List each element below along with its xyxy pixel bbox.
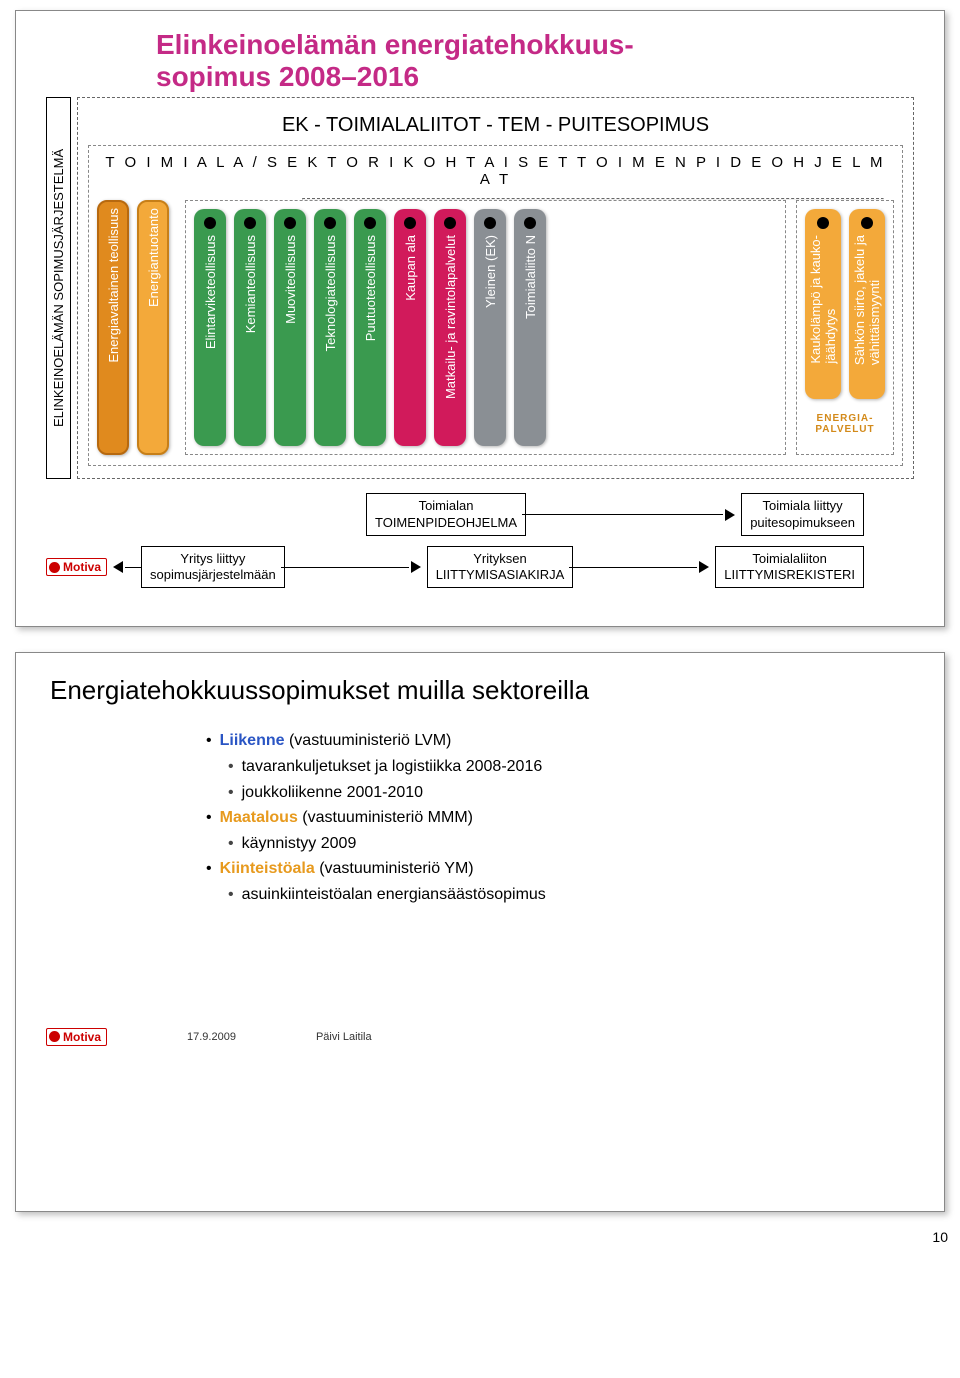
sector-bar-label: Muoviteollisuus bbox=[283, 235, 298, 324]
arrow-left-icon bbox=[113, 561, 123, 573]
sector-bar: Kemianteollisuus bbox=[234, 209, 266, 446]
sector-bar-label: Toimialaliitto N bbox=[523, 235, 538, 319]
connector-dot-icon bbox=[324, 217, 336, 229]
sector-bar-label: Teknologiateollisuus bbox=[323, 235, 338, 351]
arrow-right-icon bbox=[725, 509, 735, 521]
sector-bar-label: Kemianteollisuus bbox=[243, 235, 258, 333]
sector-bar: Toimialaliitto N bbox=[514, 209, 546, 446]
slide1-title: Elinkeinoelämän energiatehokkuus- sopimu… bbox=[156, 29, 914, 93]
page-number: 10 bbox=[932, 1229, 948, 1245]
flow-toimialan-ohjelma: ToimialanTOIMENPIDEOHJELMA bbox=[366, 493, 526, 536]
sector-bar-label: Energiantuotanto bbox=[146, 208, 161, 307]
sub-bullet-item: käynnistyy 2009 bbox=[228, 831, 914, 857]
sector-bar-label: Matkailu- ja ravintolapalvelut bbox=[443, 235, 458, 399]
sector-bar: Sähkön siirto, jakelu javähittäismyynti bbox=[849, 209, 885, 399]
footer-date: 17.9.2009 bbox=[187, 1031, 236, 1043]
slide-1: Elinkeinoelämän energiatehokkuus- sopimu… bbox=[15, 10, 945, 627]
connector-dot-icon bbox=[244, 217, 256, 229]
bullet-keyword: Kiinteistöala bbox=[220, 860, 315, 877]
bullet-item: Liikenne (vastuuministeriö LVM)tavaranku… bbox=[206, 728, 914, 805]
bars-row: Energiavaltainen teollisuus Energiantuota… bbox=[97, 200, 894, 455]
programs-header: T O I M I A L A / S E K T O R I K O H T … bbox=[97, 154, 894, 188]
motiva-text: Motiva bbox=[63, 1030, 101, 1044]
flow-yritys-liittyy: Yritys liittyysopimusjärjestelmään bbox=[141, 546, 285, 589]
sector-bar: Kaupan ala bbox=[394, 209, 426, 446]
sub-bullet-item: asuinkiinteistöalan energiansäästösopimu… bbox=[228, 882, 914, 908]
orange-bar-group: Energiavaltainen teollisuus Energiantuota… bbox=[97, 200, 169, 455]
slide2-title: Energiatehokkuussopimukset muilla sektor… bbox=[50, 675, 914, 706]
connector-dot-icon bbox=[484, 217, 496, 229]
arrow-right-icon bbox=[411, 561, 421, 573]
framework-box: EK - TOIMIALALIITOT - TEM - PUITESOPIMUS… bbox=[77, 97, 914, 479]
connector-dot-icon bbox=[284, 217, 296, 229]
connector-dot-icon bbox=[524, 217, 536, 229]
sector-bar-label: Sähkön siirto, jakelu javähittäismyynti bbox=[852, 235, 882, 365]
sector-bar: Muoviteollisuus bbox=[274, 209, 306, 446]
sector-bar: Elintarviketeollisuus bbox=[194, 209, 226, 446]
bullet-keyword: Liikenne bbox=[220, 732, 285, 749]
sub-bullet-item: tavarankuljetukset ja logistiikka 2008-2… bbox=[228, 754, 914, 780]
sector-bar: Yleinen (EK) bbox=[474, 209, 506, 446]
bullet-item: Maatalous (vastuuministeriö MMM)käynnist… bbox=[206, 805, 914, 856]
connector-dot-icon bbox=[404, 217, 416, 229]
footer-author: Päivi Laitila bbox=[316, 1031, 372, 1043]
flow-liittymisrekisteri: ToimialaliitonLIITTYMISREKISTERI bbox=[715, 546, 864, 589]
energia-caption-l2: PALVELUT bbox=[815, 424, 874, 435]
energia-caption-l1: ENERGIA- bbox=[817, 413, 874, 424]
connector-dot-icon bbox=[861, 217, 873, 229]
flow-row-2: Motiva Yritys liittyysopimusjärjestelmää… bbox=[46, 546, 914, 589]
motiva-dot-icon bbox=[49, 562, 60, 573]
motiva-logo: Motiva bbox=[46, 1028, 107, 1046]
motiva-text: Motiva bbox=[63, 560, 101, 574]
sector-bar: Puutuoteteollisuus bbox=[354, 209, 386, 446]
sector-bar-label: Energiavaltainen teollisuus bbox=[106, 208, 121, 363]
slide2-footer: Motiva 17.9.2009 Päivi Laitila bbox=[46, 1028, 914, 1046]
slide-2: Energiatehokkuussopimukset muilla sektor… bbox=[15, 652, 945, 1212]
side-system-label: ELINKEINOELÄMÄN SOPIMUSJÄRJESTELMÄ bbox=[46, 97, 71, 479]
bullet-keyword: Maatalous bbox=[220, 809, 298, 826]
sector-bar: Teknologiateollisuus bbox=[314, 209, 346, 446]
sector-bar: Energiantuotanto bbox=[137, 200, 169, 455]
motiva-logo: Motiva bbox=[46, 558, 107, 576]
sector-bar-label: Kaukolämpö ja kauko-jäähdytys bbox=[808, 235, 838, 364]
connector-dot-icon bbox=[204, 217, 216, 229]
slide2-bullets: Liikenne (vastuuministeriö LVM)tavaranku… bbox=[206, 728, 914, 907]
sector-bar-label: Puutuoteteollisuus bbox=[363, 235, 378, 341]
flow-rows: ToimialanTOIMENPIDEOHJELMA Toimiala liit… bbox=[46, 493, 914, 588]
flow-puitesopimus: Toimiala liittyypuitesopimukseen bbox=[741, 493, 864, 536]
flow-liittymisasiakirja: YrityksenLIITTYMISASIAKIRJA bbox=[427, 546, 574, 589]
sector-bar: Matkailu- ja ravintolapalvelut bbox=[434, 209, 466, 446]
connector-dot-icon bbox=[444, 217, 456, 229]
slide1-title-line2: sopimus 2008–2016 bbox=[156, 61, 419, 92]
connector-dot-icon bbox=[364, 217, 376, 229]
sector-bar: Kaukolämpö ja kauko-jäähdytys bbox=[805, 209, 841, 399]
energia-group: Kaukolämpö ja kauko-jäähdytys Sähkön siir… bbox=[796, 200, 894, 455]
framework-header: EK - TOIMIALALIITOT - TEM - PUITESOPIMUS bbox=[88, 114, 903, 137]
slide1-title-line1: Elinkeinoelämän energiatehokkuus- bbox=[156, 29, 634, 60]
sector-bar-label: Elintarviketeollisuus bbox=[203, 235, 218, 349]
diagram-wrap: ELINKEINOELÄMÄN SOPIMUSJÄRJESTELMÄ EK - … bbox=[46, 97, 914, 479]
energia-bars: Kaukolämpö ja kauko-jäähdytys Sähkön siir… bbox=[805, 209, 885, 399]
energia-caption: ENERGIA- PALVELUT bbox=[805, 413, 885, 435]
arrow-right-icon bbox=[699, 561, 709, 573]
flow-row-1: ToimialanTOIMENPIDEOHJELMA Toimiala liit… bbox=[46, 493, 914, 536]
sub-bullet-item: joukkoliikenne 2001-2010 bbox=[228, 780, 914, 806]
mid-bar-group: Elintarviketeollisuus Kemianteollisuus Muo… bbox=[185, 200, 786, 455]
bullet-item: Kiinteistöala (vastuuministeriö YM)asuin… bbox=[206, 856, 914, 907]
motiva-dot-icon bbox=[49, 1031, 60, 1042]
programs-box: T O I M I A L A / S E K T O R I K O H T … bbox=[88, 145, 903, 466]
dash-connector bbox=[302, 198, 884, 200]
sector-bar: Energiavaltainen teollisuus bbox=[97, 200, 129, 455]
sector-bar-label: Kaupan ala bbox=[403, 235, 418, 301]
connector-dot-icon bbox=[817, 217, 829, 229]
sector-bar-label: Yleinen (EK) bbox=[483, 235, 498, 308]
